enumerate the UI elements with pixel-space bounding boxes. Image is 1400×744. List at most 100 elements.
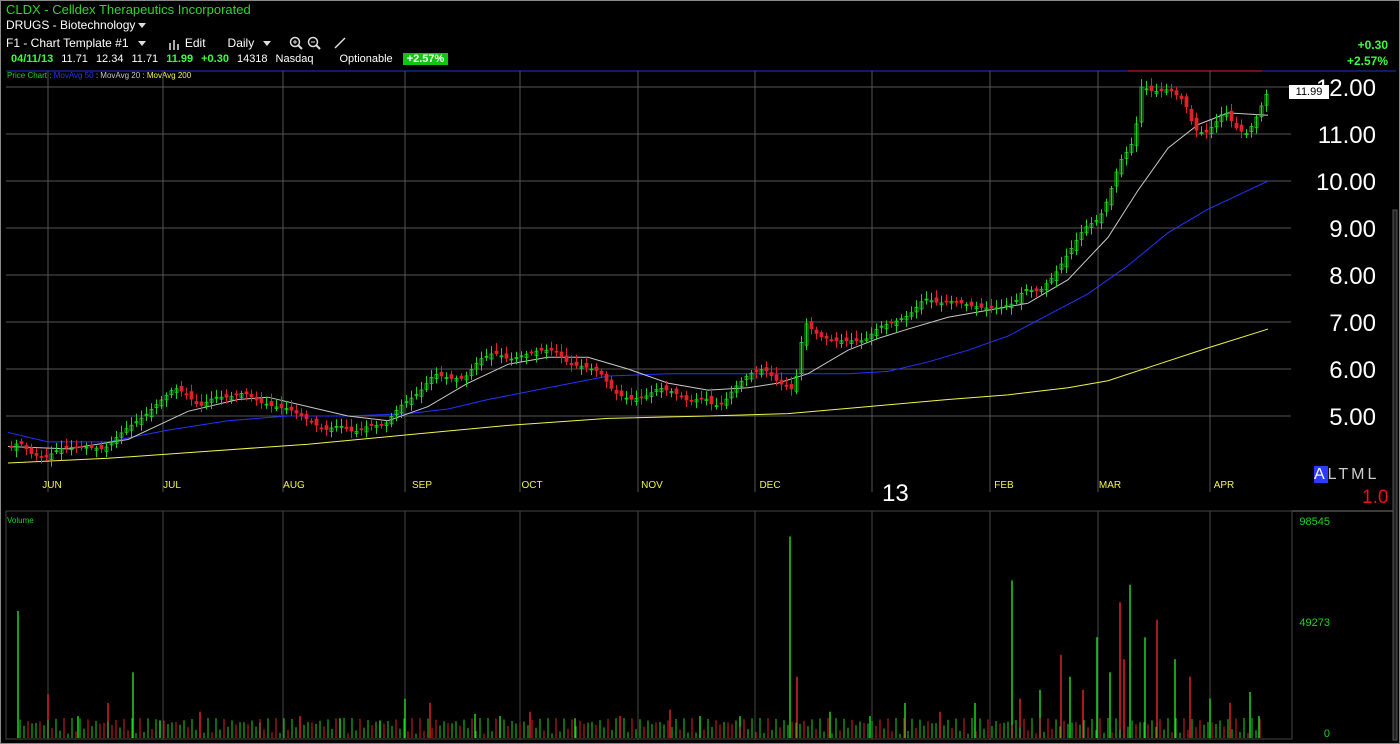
candle-body	[1099, 213, 1104, 224]
candle-body	[439, 371, 444, 377]
candle-body	[29, 447, 34, 454]
candle-body	[689, 399, 694, 402]
candle-body	[1019, 292, 1024, 304]
candle-body	[84, 446, 89, 449]
candle-body	[1134, 123, 1139, 146]
candle-body	[459, 375, 464, 379]
candle-body	[764, 367, 769, 372]
candle-body	[304, 414, 309, 420]
candle-body	[544, 349, 549, 354]
candle-body	[179, 385, 184, 392]
chevron-down-icon	[138, 23, 147, 29]
candle-body	[604, 373, 609, 382]
ma50-line	[7, 180, 1269, 443]
candle-body	[204, 401, 209, 407]
edit-button[interactable]: Edit	[168, 36, 212, 50]
candle-body	[784, 384, 789, 387]
candle-body	[519, 355, 524, 358]
sector-dropdown[interactable]: DRUGS - Biotechnology	[6, 18, 147, 32]
candle-body	[389, 416, 394, 425]
candle-body	[434, 373, 439, 380]
candle-body	[39, 456, 44, 458]
candle-body	[1214, 121, 1219, 128]
candle-body	[1264, 94, 1269, 106]
candle-body	[64, 445, 69, 449]
candle-body	[399, 404, 404, 414]
y-tick-label: 9.00	[1329, 216, 1376, 243]
candle-body	[754, 369, 759, 372]
candle-body	[874, 329, 879, 337]
candle-body	[449, 374, 454, 379]
draw-line-icon[interactable]	[333, 36, 347, 50]
candle-body	[774, 374, 779, 381]
candle-body	[989, 305, 994, 309]
x-tick-label: MAR	[1099, 480, 1121, 491]
candle-body	[964, 304, 969, 307]
timeframe-rest[interactable]: LTML	[1327, 466, 1380, 483]
y-tick-label: 5.00	[1329, 404, 1376, 431]
candle-body	[839, 340, 844, 344]
volume-tick-label: 0	[1324, 728, 1330, 740]
candle-body	[959, 300, 964, 304]
candle-body	[914, 306, 919, 313]
period-dropdown[interactable]: Daily	[228, 36, 278, 50]
volume-label: Volume	[7, 516, 34, 525]
candle-body	[934, 297, 939, 303]
ma200-line	[7, 328, 1269, 464]
candle-body	[374, 424, 379, 428]
candle-body	[684, 395, 689, 401]
legend-ma50: MovAvg 50	[53, 71, 94, 80]
candle-body	[999, 306, 1004, 309]
candle-body	[649, 392, 654, 397]
candle-body	[584, 363, 589, 368]
candle-body	[1029, 289, 1034, 292]
candle-body	[494, 350, 499, 354]
candle-body	[709, 395, 714, 405]
candle-body	[1209, 127, 1214, 134]
timeframe-a[interactable]: A	[1314, 466, 1328, 483]
candle-body	[49, 453, 54, 460]
candle-body	[444, 377, 449, 379]
candle-body	[1094, 220, 1099, 223]
candle-body	[394, 409, 399, 416]
candle-body	[894, 320, 899, 326]
candle-body	[289, 406, 294, 411]
candle-body	[1159, 88, 1164, 92]
candle-body	[994, 307, 999, 310]
candle-body	[339, 425, 344, 428]
candle-body	[644, 395, 649, 399]
candle-body	[364, 426, 369, 433]
zoom-in-icon[interactable]	[289, 36, 303, 50]
candle-body	[359, 428, 364, 431]
legend-ma20: MovAvg 20	[100, 71, 141, 80]
timeframe-selector[interactable]: ALTML	[1314, 466, 1379, 484]
candle-body	[194, 401, 199, 405]
candle-body	[924, 298, 929, 301]
pct-change-badge: +2.57%	[402, 53, 449, 65]
template-dropdown[interactable]: F1 - Chart Template #1	[6, 36, 152, 50]
candle-body	[579, 365, 584, 369]
candle-body	[589, 368, 594, 371]
x-tick-label: NOV	[641, 480, 663, 491]
candle-body	[159, 399, 164, 407]
candle-body	[119, 432, 124, 438]
candle-body	[259, 398, 264, 403]
candle-body	[114, 437, 119, 445]
candle-body	[229, 396, 234, 401]
candle-body	[19, 441, 24, 445]
candle-body	[1229, 110, 1234, 122]
candle-body	[524, 353, 529, 358]
candle-body	[844, 337, 849, 342]
candle-body	[1084, 226, 1089, 234]
legend-price: Price Chart :	[7, 71, 52, 80]
candle-body	[804, 323, 809, 346]
quote-change: +0.30	[201, 53, 229, 65]
zoom-out-icon[interactable]	[307, 36, 321, 50]
candle-body	[69, 447, 74, 451]
last-price-marker: 11.99	[1289, 85, 1329, 99]
candle-body	[1059, 263, 1064, 270]
candle-body	[919, 301, 924, 310]
candle-body	[1219, 114, 1224, 122]
legend-ma200: MovAvg 200	[146, 71, 192, 80]
